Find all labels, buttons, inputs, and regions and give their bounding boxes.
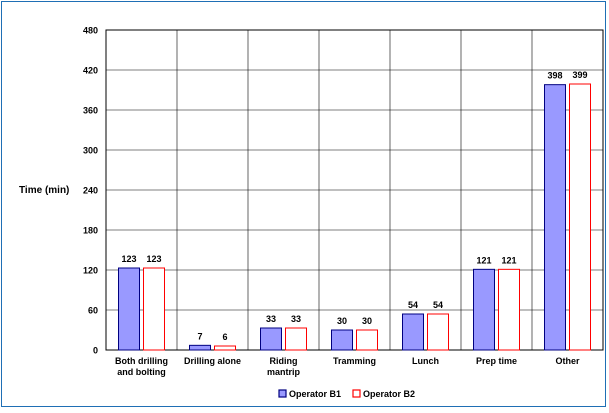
bar-value-label: 123 [146, 254, 161, 264]
y-tick-label: 420 [83, 66, 98, 76]
bar [214, 345, 236, 351]
bar [356, 329, 378, 351]
bar-value-label: 54 [408, 300, 418, 310]
x-tick-label-line: Riding [270, 356, 298, 366]
bar [260, 327, 282, 351]
bar-value-label: 33 [266, 314, 276, 324]
bar [498, 268, 520, 351]
y-tick-label: 60 [88, 306, 98, 316]
x-tick-label: Lunch [412, 356, 439, 366]
legend-swatch [352, 389, 361, 398]
x-tick-label: Other [555, 356, 580, 366]
y-axis-label: Time (min) [19, 185, 69, 196]
x-tick-label-line: Drilling alone [184, 356, 241, 366]
y-tick-label: 180 [83, 226, 98, 236]
y-tick-label: 0 [93, 346, 98, 356]
x-tick-label-line: Lunch [412, 356, 439, 366]
legend-label: Operator B1 [289, 389, 341, 399]
bar-value-label: 399 [572, 70, 587, 80]
bar [118, 267, 140, 351]
legend: Operator B1 Operator B2 [278, 389, 415, 399]
bar-value-label: 33 [291, 314, 301, 324]
x-tick-label-line: and bolting [117, 367, 166, 377]
chart-frame: 0 60 120 180 240 300 360 420 480 123 123 Both drill… [1, 1, 606, 407]
legend-swatch [278, 389, 287, 398]
x-tick-label: Both drilling and bolting [115, 356, 168, 377]
bar [143, 267, 165, 351]
bar-value-label: 121 [476, 255, 491, 265]
y-tick-label: 120 [83, 266, 98, 276]
x-tick-label-line: Tramming [333, 356, 376, 366]
bar-value-label: 6 [222, 332, 227, 342]
x-tick-label: Tramming [333, 356, 376, 366]
y-tick-label: 360 [83, 106, 98, 116]
bar-value-label: 54 [433, 300, 443, 310]
x-tick-label: Drilling alone [184, 356, 241, 366]
bar-chart: 0 60 120 180 240 300 360 420 480 123 123 Both drill… [19, 26, 604, 399]
y-tick-label: 300 [83, 146, 98, 156]
bar-value-label: 123 [121, 254, 136, 264]
x-tick-label-line: Both drilling [115, 356, 168, 366]
x-tick-label: Riding mantrip [267, 356, 301, 377]
y-tick-label: 240 [83, 186, 98, 196]
bar [285, 327, 307, 351]
x-tick-label-line: Prep time [476, 356, 517, 366]
x-tick-label: Prep time [476, 356, 517, 366]
bar [331, 329, 353, 351]
bar [189, 344, 211, 351]
bar [473, 268, 495, 351]
bar-value-label: 30 [337, 316, 347, 326]
bar [569, 83, 591, 351]
bar-value-label: 121 [501, 255, 516, 265]
legend-label: Operator B2 [363, 389, 415, 399]
y-tick-label: 480 [83, 26, 98, 36]
bar [544, 84, 566, 351]
x-tick-label-line: mantrip [267, 367, 301, 377]
bar-value-label: 7 [197, 331, 202, 341]
x-tick-label-line: Other [555, 356, 580, 366]
bar [427, 313, 449, 351]
bar [402, 313, 424, 351]
bar-value-label: 398 [547, 71, 562, 81]
bar-value-label: 30 [362, 316, 372, 326]
